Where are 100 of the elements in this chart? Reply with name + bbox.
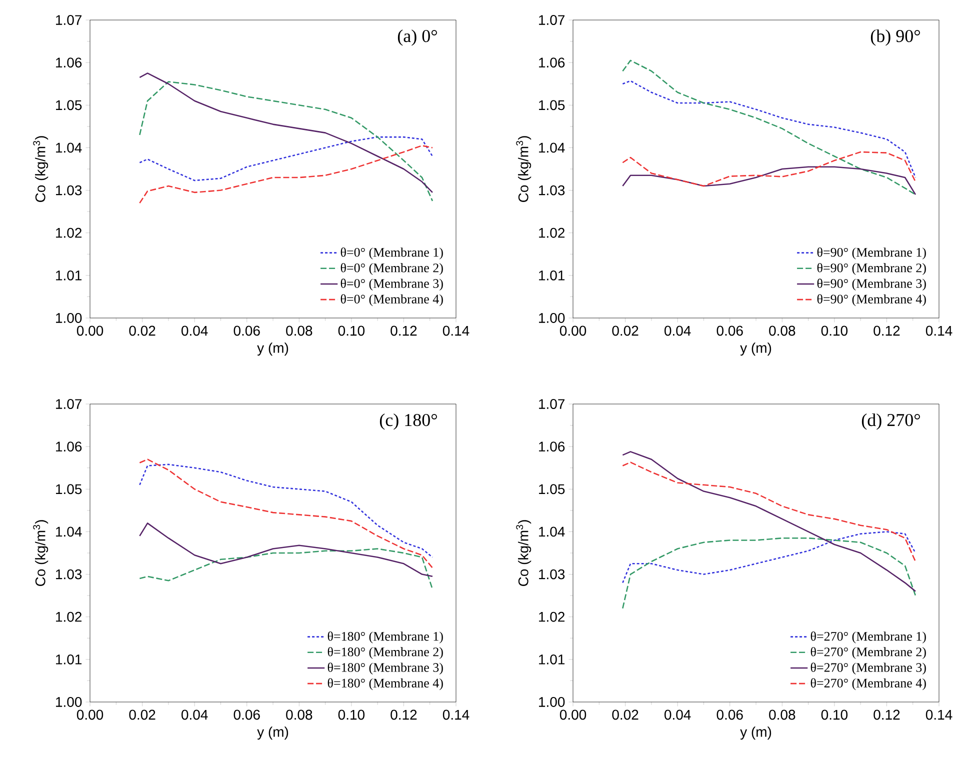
x-axis-title: y (m) [257,342,288,356]
x-axis-title: y (m) [740,726,772,740]
y-axis-title: Co (kg/m$^{3}$) [33,136,48,202]
y-tick-label: 1.00 [539,697,565,707]
x-tick-label: 0.04 [182,710,208,720]
x-tick-label: 0.14 [926,710,952,720]
x-tick-label: 0.02 [129,326,156,336]
y-tick-label: 1.06 [539,442,565,452]
y-tick-label: 1.05 [539,100,565,110]
y-axis-title: Co (kg/m$^{3}$) [516,520,532,586]
y-tick-label: 1.00 [56,697,82,707]
x-tick-label: 0.00 [76,710,104,720]
y-tick-label: 1.07 [539,399,565,409]
x-tick-label: 0.06 [716,326,743,336]
legend-label: θ=90° (Membrane 4) [817,294,926,306]
x-tick-label: 0.00 [560,710,586,720]
y-tick-label: 1.00 [56,313,82,323]
y-tick-label: 1.01 [539,654,565,664]
y-tick-label: 1.04 [539,142,565,153]
legend-label: θ=90° (Membrane 2) [817,263,926,275]
x-tick-label: 0.10 [338,326,365,336]
x-tick-label: 0.14 [926,326,952,336]
legend-label: θ=0° (Membrane 1) [340,247,443,260]
x-tick-label: 0.06 [234,710,260,720]
y-tick-label: 1.07 [56,15,82,25]
chart-title: (d) 270° [862,413,920,430]
chart-title: (c) 180° [380,413,437,430]
x-tick-label: 0.06 [716,710,743,720]
y-tick-label: 1.02 [56,612,82,622]
line-series [622,451,916,592]
y-tick-label: 1.01 [56,270,82,280]
y-tick-label: 1.01 [539,270,565,280]
x-tick-label: 0.14 [442,710,470,720]
y-tick-label: 1.06 [539,58,565,68]
x-axis-title: y (m) [257,726,288,740]
y-tick-label: 1.01 [56,654,82,664]
x-tick-label: 0.04 [182,326,208,336]
line-series [622,462,916,562]
x-tick-label: 0.08 [286,326,312,336]
x-tick-label: 0.10 [821,710,848,720]
y-tick-label: 1.05 [56,484,82,494]
legend-label: θ=90° (Membrane 1) [817,247,926,260]
y-tick-label: 1.07 [56,399,82,409]
y-tick-label: 1.03 [539,569,565,580]
y-tick-label: 1.02 [539,228,565,238]
x-tick-label: 0.12 [390,710,417,720]
line-series [139,548,434,590]
line-series [139,522,434,578]
x-tick-label: 0.02 [612,710,638,720]
x-tick-label: 0.08 [769,326,796,336]
y-tick-label: 1.02 [539,612,565,622]
legend-label: θ=270° (Membrane 4) [810,678,926,690]
x-tick-label: 0.00 [560,326,586,336]
chart-title: (a) 0° [398,29,437,46]
line-series [139,136,434,182]
y-tick-label: 1.05 [56,100,82,110]
line-series [622,151,916,187]
x-tick-label: 0.02 [129,710,156,720]
line-series [622,531,916,584]
y-tick-label: 1.00 [539,313,565,323]
legend-label: θ=0° (Membrane 3) [340,278,443,291]
y-tick-label: 1.03 [56,185,82,196]
y-tick-label: 1.04 [56,142,82,153]
x-tick-label: 0.04 [664,710,691,720]
x-tick-label: 0.08 [769,710,796,720]
y-axis-title: Co (kg/m$^{3}$) [33,520,48,586]
legend-label: θ=0° (Membrane 2) [340,263,443,275]
legend-label: θ=180° (Membrane 4) [328,678,443,690]
x-tick-label: 0.08 [286,710,312,720]
y-tick-label: 1.04 [539,526,565,537]
x-tick-label: 0.02 [612,326,638,336]
line-series [622,60,916,196]
x-tick-label: 0.12 [874,326,900,336]
legend-label: θ=270° (Membrane 3) [810,662,926,675]
x-tick-label: 0.12 [390,326,417,336]
legend-label: θ=180° (Membrane 2) [328,647,443,659]
x-tick-label: 0.14 [442,326,470,336]
x-tick-label: 0.10 [338,710,365,720]
x-tick-label: 0.06 [234,326,260,336]
legend-label: θ=270° (Membrane 1) [810,631,926,644]
line-series [622,166,916,196]
legend-label: θ=180° (Membrane 1) [328,631,443,644]
x-tick-label: 0.10 [821,326,848,336]
y-tick-label: 1.03 [539,185,565,196]
y-tick-label: 1.03 [56,569,82,580]
x-tick-label: 0.12 [874,710,900,720]
y-tick-label: 1.07 [539,15,565,25]
legend-label: θ=270° (Membrane 2) [810,647,926,659]
x-tick-label: 0.00 [76,326,104,336]
legend-label: θ=90° (Membrane 3) [817,278,926,291]
line-series [622,80,916,178]
chart-title: (b) 90° [870,29,920,46]
line-series [139,144,434,204]
y-tick-label: 1.06 [56,442,82,452]
x-axis-title: y (m) [740,342,772,356]
y-tick-label: 1.04 [56,526,82,537]
legend-label: θ=0° (Membrane 4) [340,294,443,306]
y-axis-title: Co (kg/m$^{3}$) [516,136,532,202]
y-tick-label: 1.06 [56,58,82,68]
y-tick-label: 1.05 [539,484,565,494]
